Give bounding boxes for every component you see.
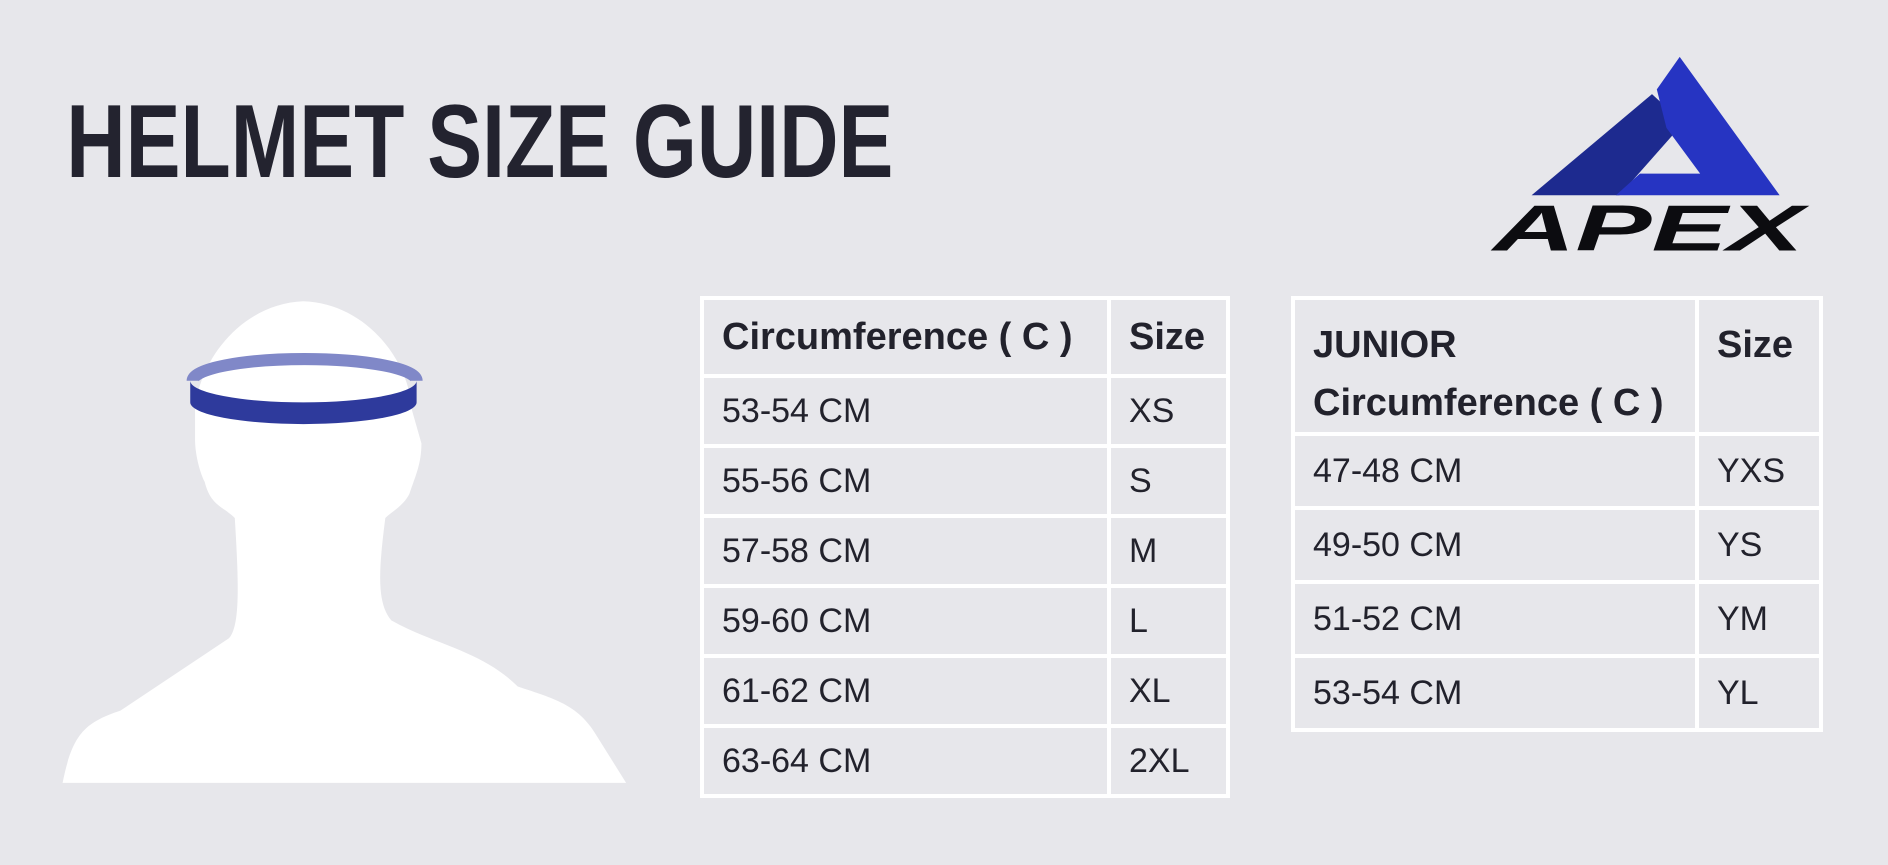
size-cell: XS xyxy=(1111,378,1226,444)
head-illustration xyxy=(62,301,627,783)
circumference-cell: 49-50 CM xyxy=(1295,510,1695,580)
size-cell: S xyxy=(1111,448,1226,514)
logo: APEX xyxy=(1490,56,1811,265)
size-cell: YL xyxy=(1699,658,1819,728)
circumference-cell: 51-52 CM xyxy=(1295,584,1695,654)
table-row: 53-54 CM YL xyxy=(1295,658,1819,728)
circumference-cell: 61-62 CM xyxy=(704,658,1107,724)
logo-shape xyxy=(1531,94,1684,196)
size-cell: 2XL xyxy=(1111,728,1226,794)
size-cell: L xyxy=(1111,588,1226,654)
logo-shape xyxy=(1615,56,1780,196)
column-header: JUNIOR Circumference ( C ) xyxy=(1295,300,1695,432)
circumference-cell: 63-64 CM xyxy=(704,728,1107,794)
table-row: 47-48 CM YXS xyxy=(1295,436,1819,506)
silhouette xyxy=(62,301,627,783)
size-cell: XL xyxy=(1111,658,1226,724)
column-header: Circumference ( C ) xyxy=(704,300,1107,374)
size-cell: YM xyxy=(1699,584,1819,654)
column-header: Size xyxy=(1111,300,1226,374)
size-cell: YS xyxy=(1699,510,1819,580)
headband xyxy=(190,380,417,425)
header-row: Circumference ( C ) Size xyxy=(704,300,1226,374)
junior-size-table: JUNIOR Circumference ( C ) Size 47-48 CM YX… xyxy=(1291,296,1823,732)
logo-text: APEX xyxy=(1490,192,1811,265)
table-row: 55-56 CM S xyxy=(704,448,1226,514)
header-row: JUNIOR Circumference ( C ) Size xyxy=(1295,300,1819,432)
size-cell: M xyxy=(1111,518,1226,584)
table-row: 61-62 CM XL xyxy=(704,658,1226,724)
page-title: HELMET SIZE GUIDE xyxy=(66,83,893,199)
table-row: 53-54 CM XS xyxy=(704,378,1226,444)
circumference-cell: 53-54 CM xyxy=(1295,658,1695,728)
table-row: 51-52 CM YM xyxy=(1295,584,1819,654)
circumference-cell: 59-60 CM xyxy=(704,588,1107,654)
table-row: 59-60 CM L xyxy=(704,588,1226,654)
adult-size-table: Circumference ( C ) Size 53-54 CM XS 55-56 C… xyxy=(700,296,1230,798)
headband-back xyxy=(186,353,423,383)
circumference-cell: 55-56 CM xyxy=(704,448,1107,514)
table-row: 63-64 CM 2XL xyxy=(704,728,1226,794)
column-header: Size xyxy=(1699,300,1819,432)
circumference-cell: 53-54 CM xyxy=(704,378,1107,444)
table-row: 49-50 CM YS xyxy=(1295,510,1819,580)
size-cell: YXS xyxy=(1699,436,1819,506)
table-row: 57-58 CM M xyxy=(704,518,1226,584)
circumference-cell: 47-48 CM xyxy=(1295,436,1695,506)
circumference-cell: 57-58 CM xyxy=(704,518,1107,584)
